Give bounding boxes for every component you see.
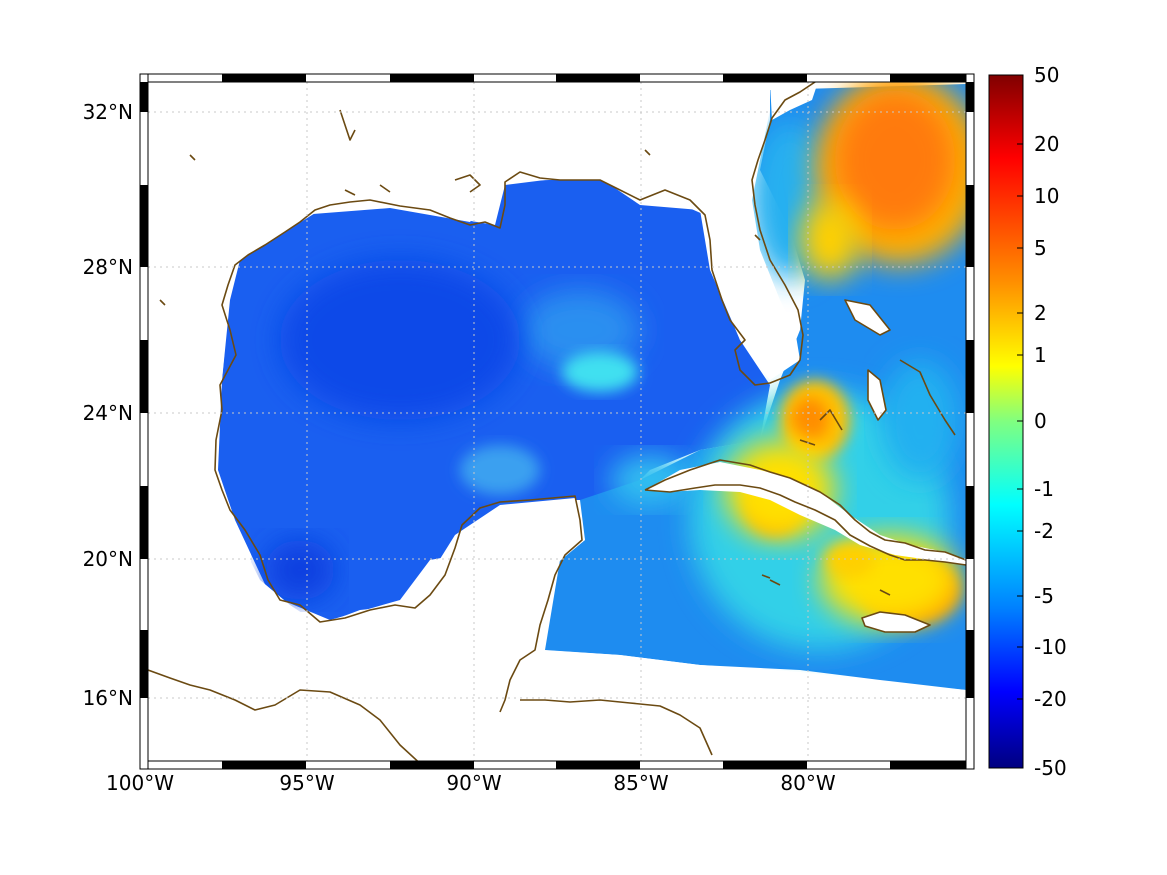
colorbar-tick-0: 0 — [1034, 409, 1047, 433]
cuba-coast — [644, 459, 966, 566]
colorbar-tick-20: 20 — [1034, 132, 1059, 156]
colorbar-tick-10: 10 — [1034, 184, 1059, 208]
latitude-labels: 32°N 28°N 24°N 20°N 16°N — [83, 100, 133, 710]
colorbar-tick-1: 1 — [1034, 343, 1047, 367]
lat-label-28: 28°N — [83, 255, 133, 279]
islands — [159, 109, 891, 596]
lon-label-95: 95°W — [279, 771, 334, 795]
colorbar-tick-2: 2 — [1034, 301, 1047, 325]
jamaica-coast — [861, 611, 931, 633]
central-america-coast — [148, 669, 419, 761]
colorbar-tick-50: 50 — [1034, 63, 1059, 87]
lat-label-16: 16°N — [83, 686, 133, 710]
bahamas-coast — [799, 299, 956, 446]
map-border — [139, 73, 975, 770]
graticule — [148, 82, 966, 761]
colorbar: 50 20 10 5 2 1 0 -1 -2 -5 -10 -20 -50 — [988, 63, 1067, 780]
lat-label-32: 32°N — [83, 100, 133, 124]
colorbar-tick-neg1: -1 — [1034, 477, 1054, 501]
colorbar-tick-neg5: -5 — [1034, 584, 1054, 608]
lon-label-85: 85°W — [613, 771, 668, 795]
honduras-coast — [520, 699, 713, 756]
lon-label-80: 80°W — [780, 771, 835, 795]
colorbar-tick-neg20: -20 — [1034, 687, 1067, 711]
lat-label-20: 20°N — [83, 547, 133, 571]
colorbar-tick-neg10: -10 — [1034, 635, 1067, 659]
lat-label-24: 24°N — [83, 401, 133, 425]
colorbar-tick-neg50: -50 — [1034, 756, 1067, 780]
colorbar-tick-neg2: -2 — [1034, 519, 1054, 543]
colorbar-tick-5: 5 — [1034, 236, 1047, 260]
lon-label-90: 90°W — [446, 771, 501, 795]
longitude-labels: 100°W 95°W 90°W 85°W 80°W — [106, 771, 836, 795]
land-masks — [148, 82, 966, 761]
ocean-data-field — [218, 82, 966, 690]
lon-label-100: 100°W — [106, 771, 174, 795]
